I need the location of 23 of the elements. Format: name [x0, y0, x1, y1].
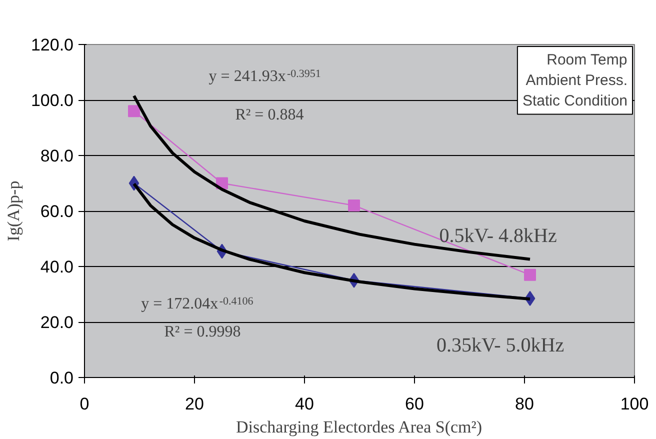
y-tick-label: 40.0 — [40, 258, 74, 276]
series-label: 0.5kV- 4.8kHz — [439, 224, 557, 247]
x-axis-title: Discharging Electordes Area S(cm²) — [236, 418, 482, 436]
y-tick-label: 0.0 — [50, 368, 74, 388]
x-tick-label: 100 — [620, 394, 649, 414]
y-tick-label: 20.0 — [40, 313, 74, 332]
point — [524, 268, 536, 281]
y-tick-label: 100.0 — [30, 91, 74, 110]
x-tick-label: 20 — [185, 394, 204, 414]
x-tick-label: 40 — [295, 394, 314, 414]
x-tick-label: 80 — [515, 394, 534, 414]
annotation: Room Temp Ambient Press. Static Condition — [522, 52, 628, 110]
y-tick-label: 120.0 — [30, 36, 74, 54]
annotation: R² = 0.884 — [235, 106, 304, 124]
annotation: R² = 0.9998 — [164, 323, 241, 340]
text: 0.35kV- 5.0kHz — [436, 334, 564, 357]
y-tick-label: 80.0 — [40, 146, 74, 166]
y-axis-title: Ig(A)p-p — [4, 180, 23, 242]
point — [348, 199, 360, 212]
y-tick-label: 60.0 — [40, 202, 74, 221]
point — [128, 105, 140, 118]
x-tick-label: 60 — [405, 394, 424, 414]
x-tick-label: 0 — [80, 394, 90, 414]
